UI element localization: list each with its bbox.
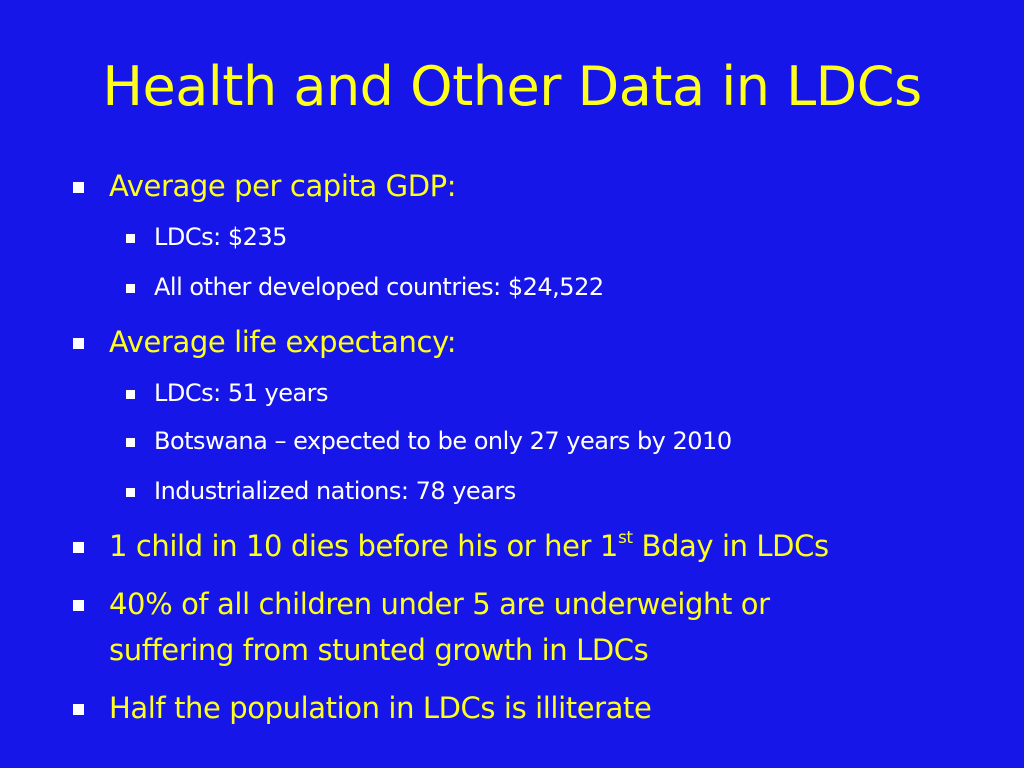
square-bullet-icon [73,182,84,193]
square-bullet-icon [126,234,135,243]
sub-bullet-text: LDCs: $235 [154,223,287,251]
bullet-text-line-2: suffering from stunted growth in LDCs [109,633,649,667]
sub-bullet-text: Botswana – expected to be only 27 years … [154,427,732,455]
square-bullet-icon [126,390,135,399]
bullet-text-after: Bday in LDCs [632,529,830,563]
slide-title: Health and Other Data in LDCs [102,55,922,118]
bullet-text: Average per capita GDP: [109,169,457,203]
sub-bullet-text: LDCs: 51 years [154,379,329,407]
sub-bullet-text: Industrialized nations: 78 years [154,477,516,505]
bullet-text: Half the population in LDCs is illiterat… [109,691,652,725]
square-bullet-icon [73,704,84,715]
bullet-text: 1 child in 10 dies before his or her 1st… [109,524,829,568]
square-bullet-icon [73,600,84,611]
square-bullet-icon [126,284,135,293]
bullet-text: Average life expectancy: [109,325,457,359]
ordinal-superscript: st [617,528,633,548]
bullet-text-before: 1 child in 10 dies before his or her 1 [109,529,618,563]
square-bullet-icon [126,488,135,497]
square-bullet-icon [73,542,84,553]
sub-bullet-text: All other developed countries: $24,522 [154,273,604,301]
square-bullet-icon [126,438,135,447]
bullet-text-line-1: 40% of all children under 5 are underwei… [109,587,770,621]
square-bullet-icon [73,338,84,349]
